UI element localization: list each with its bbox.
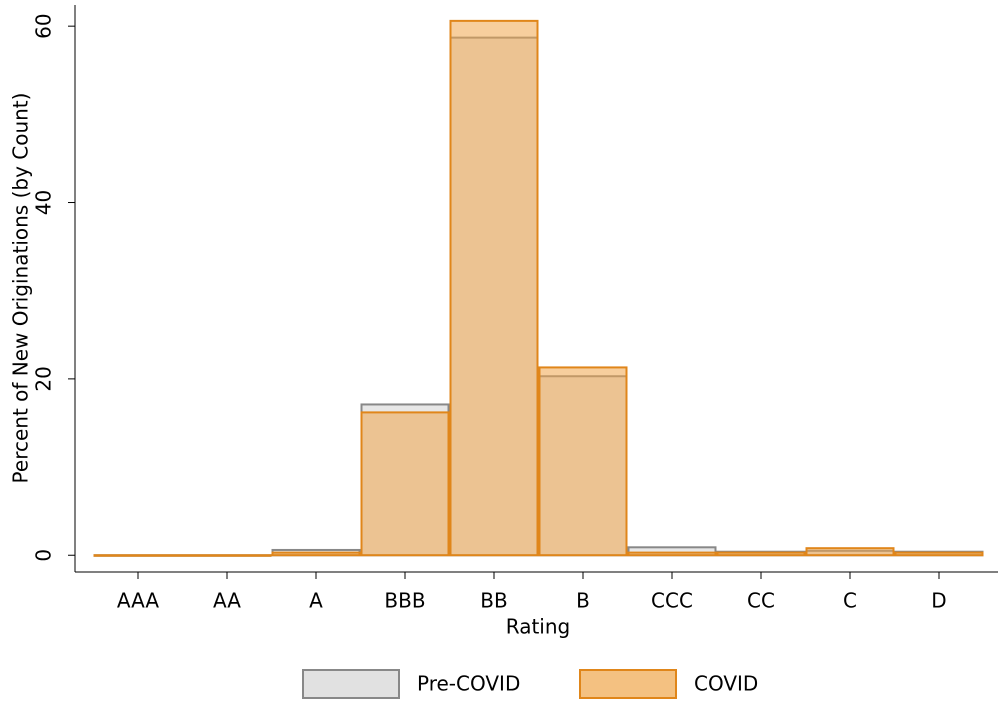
x-tick-label: CCC [651,589,693,613]
bar [805,547,895,557]
bar [360,411,450,557]
bar [894,551,984,557]
x-tick-label: BB [480,589,507,613]
x-tick-label: AAA [117,589,159,613]
y-axis-label: Percent of New Originations (by Count) [9,93,33,484]
bar [449,19,539,557]
y-tick-label: 0 [32,549,56,562]
bar [182,554,272,557]
x-tick-label: CC [747,589,775,613]
x-tick-label: AA [213,589,241,613]
x-tick-label: BBB [384,589,425,613]
x-tick-label: D [931,589,946,613]
x-tick-label: C [843,589,857,613]
x-tick-label: B [576,589,590,613]
y-tick-label: 60 [32,13,56,38]
y-tick-label: 40 [32,190,56,215]
bar [538,366,628,557]
legend-swatch [579,669,677,699]
x-axis-label: Rating [506,615,570,639]
legend-swatch [302,669,400,699]
bar [627,551,717,557]
bar [93,554,183,557]
y-tick-label: 20 [32,366,56,391]
legend-label: Pre-COVID [417,672,520,696]
x-tick-label: A [309,589,323,613]
bar [271,551,361,557]
legend-label: COVID [694,672,758,696]
bar [716,551,806,557]
